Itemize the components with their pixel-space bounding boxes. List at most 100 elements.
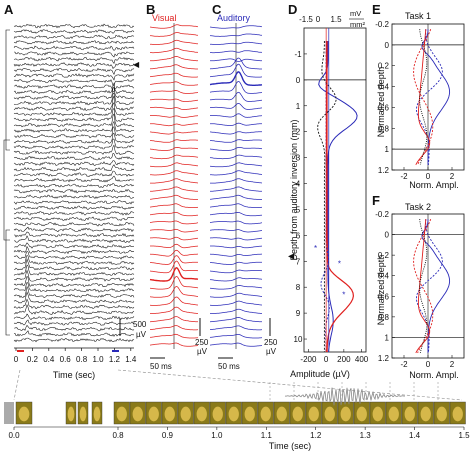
panelE-auditory-amp bbox=[421, 29, 451, 165]
panel-a-marker: ◀ bbox=[133, 60, 140, 69]
panelB-trace bbox=[150, 325, 198, 331]
panelC-trace bbox=[209, 253, 262, 257]
panelF-auditory-csd bbox=[416, 219, 443, 353]
timeline-frame-face bbox=[356, 406, 367, 422]
panel-b-scale-value: 250 bbox=[195, 338, 209, 347]
panelC-trace bbox=[209, 154, 263, 160]
panelE-visual-csd bbox=[413, 29, 434, 165]
panel-d-ytick-label: 9 bbox=[296, 309, 301, 318]
panel-d-top-tick-1: 0 bbox=[316, 15, 321, 24]
panel-a-trace bbox=[13, 337, 135, 343]
panelC-trace bbox=[209, 334, 263, 339]
timeline-gray-block bbox=[4, 402, 14, 424]
panel-a-trace bbox=[14, 269, 135, 282]
panel-b-title: Visual bbox=[152, 13, 176, 23]
panel-a-trace bbox=[13, 281, 135, 293]
panelB-trace bbox=[150, 106, 199, 110]
panelB-trace bbox=[149, 249, 198, 257]
timeline-frame-face bbox=[93, 406, 101, 422]
panel-a-xtick-label: 1.4 bbox=[125, 355, 137, 364]
panelC-trace bbox=[209, 186, 263, 192]
panel-a-trace bbox=[13, 285, 135, 298]
panelC-trace bbox=[209, 91, 263, 102]
panel-a-trace bbox=[13, 62, 135, 70]
panelB-trace bbox=[150, 56, 199, 62]
panel-a-auditory-bar bbox=[112, 350, 119, 352]
panelB-trace bbox=[149, 286, 199, 298]
panel-a-bracket bbox=[5, 29, 10, 151]
panel-a-trace bbox=[13, 245, 134, 255]
panelC-trace bbox=[209, 25, 263, 29]
panelC-trace bbox=[209, 80, 263, 94]
panelE-ytick-label: 0.8 bbox=[378, 124, 390, 133]
panelB-trace bbox=[150, 39, 199, 45]
panel-c-scale-unit: µV bbox=[266, 347, 277, 356]
panelC-trace bbox=[209, 229, 263, 233]
timeline-frame-face bbox=[18, 406, 30, 422]
panel-a-xtick-label: 0 bbox=[14, 355, 19, 364]
timeline-frame-face bbox=[212, 406, 223, 422]
panelF-ytick-label: 1.2 bbox=[378, 354, 390, 363]
panel-a-trace bbox=[13, 304, 135, 315]
panelB-trace bbox=[149, 267, 199, 282]
timeline-strip: 0.0 0.8 0.9 1.0 1.1 1.2 1.3 1.4 1.5 bbox=[4, 369, 470, 440]
panelE-xtick-label: -2 bbox=[400, 172, 408, 181]
panel-label-c: C bbox=[212, 2, 222, 17]
panel-e-ylabel: Normalized depth bbox=[376, 67, 386, 138]
panelB-trace bbox=[149, 154, 199, 160]
panelE-ytick-label: 0 bbox=[385, 41, 390, 50]
panelB-trace bbox=[149, 170, 199, 176]
panel-a-trace bbox=[13, 160, 135, 166]
panel-a-trace bbox=[13, 319, 135, 326]
panel-d-visual-amplitude bbox=[326, 41, 355, 353]
panel-d-xtick-label: 200 bbox=[337, 355, 351, 364]
panel-a-xtick-label: 0.2 bbox=[27, 355, 39, 364]
panelB-trace bbox=[149, 236, 199, 241]
panelF-gray-trace bbox=[419, 219, 428, 353]
panelB-trace bbox=[149, 194, 198, 200]
panel-a-trace bbox=[13, 144, 135, 155]
timeline-frame-face bbox=[292, 406, 303, 422]
panel-a-trace bbox=[13, 194, 135, 199]
panel-a-trace bbox=[13, 291, 135, 304]
panel-a-scale-value: 500 bbox=[133, 320, 147, 329]
panelC-trace bbox=[210, 103, 263, 110]
panelB-trace bbox=[149, 90, 199, 94]
panel-c-traces bbox=[209, 23, 263, 349]
panelC-trace bbox=[209, 277, 263, 282]
panel-a-trace bbox=[13, 188, 135, 194]
panelB-trace bbox=[149, 139, 199, 143]
panelB-trace bbox=[149, 64, 198, 70]
panelE-ytick-label: -0.2 bbox=[375, 20, 389, 29]
panel-a-trace bbox=[13, 92, 135, 106]
panelB-trace bbox=[149, 275, 199, 290]
panel-a-trace bbox=[13, 264, 135, 276]
panel-a-axis: 0 0.2 0.4 0.6 0.8 1.0 1.2 1.4 Time (sec) 500 µV… bbox=[14, 60, 147, 380]
panelC-trace bbox=[210, 308, 263, 314]
panel-c-scale-value: 250 bbox=[264, 338, 278, 347]
timeline-guide bbox=[13, 369, 21, 401]
panelC-trace bbox=[209, 212, 263, 217]
panel-a-trace bbox=[13, 40, 135, 45]
panelC-trace bbox=[209, 237, 263, 241]
panelB-trace bbox=[150, 47, 199, 54]
panelB-trace bbox=[149, 186, 199, 192]
timeline-frame-face bbox=[67, 406, 75, 422]
panelC-trace bbox=[209, 285, 263, 290]
panel-d-ytick-label: 6 bbox=[296, 231, 301, 240]
timeline-frame-face bbox=[260, 406, 271, 422]
timeline-frame-face bbox=[132, 406, 143, 422]
panel-d-ytick-label: -1 bbox=[294, 50, 302, 59]
panel-a-trace bbox=[13, 86, 135, 100]
panelB-trace bbox=[150, 178, 199, 184]
timeline-frame-face bbox=[79, 406, 87, 422]
panelB-trace bbox=[149, 333, 199, 339]
panelE-ytick-label: 0.6 bbox=[378, 103, 390, 112]
panel-a-trace bbox=[13, 216, 135, 222]
panelC-trace bbox=[209, 131, 262, 135]
panel-a-trace bbox=[13, 132, 135, 144]
panelC-trace bbox=[209, 139, 263, 143]
panelF-xtick-label: 0 bbox=[426, 360, 431, 369]
panel-a-trace bbox=[13, 120, 135, 133]
panel-a-trace bbox=[14, 231, 135, 238]
